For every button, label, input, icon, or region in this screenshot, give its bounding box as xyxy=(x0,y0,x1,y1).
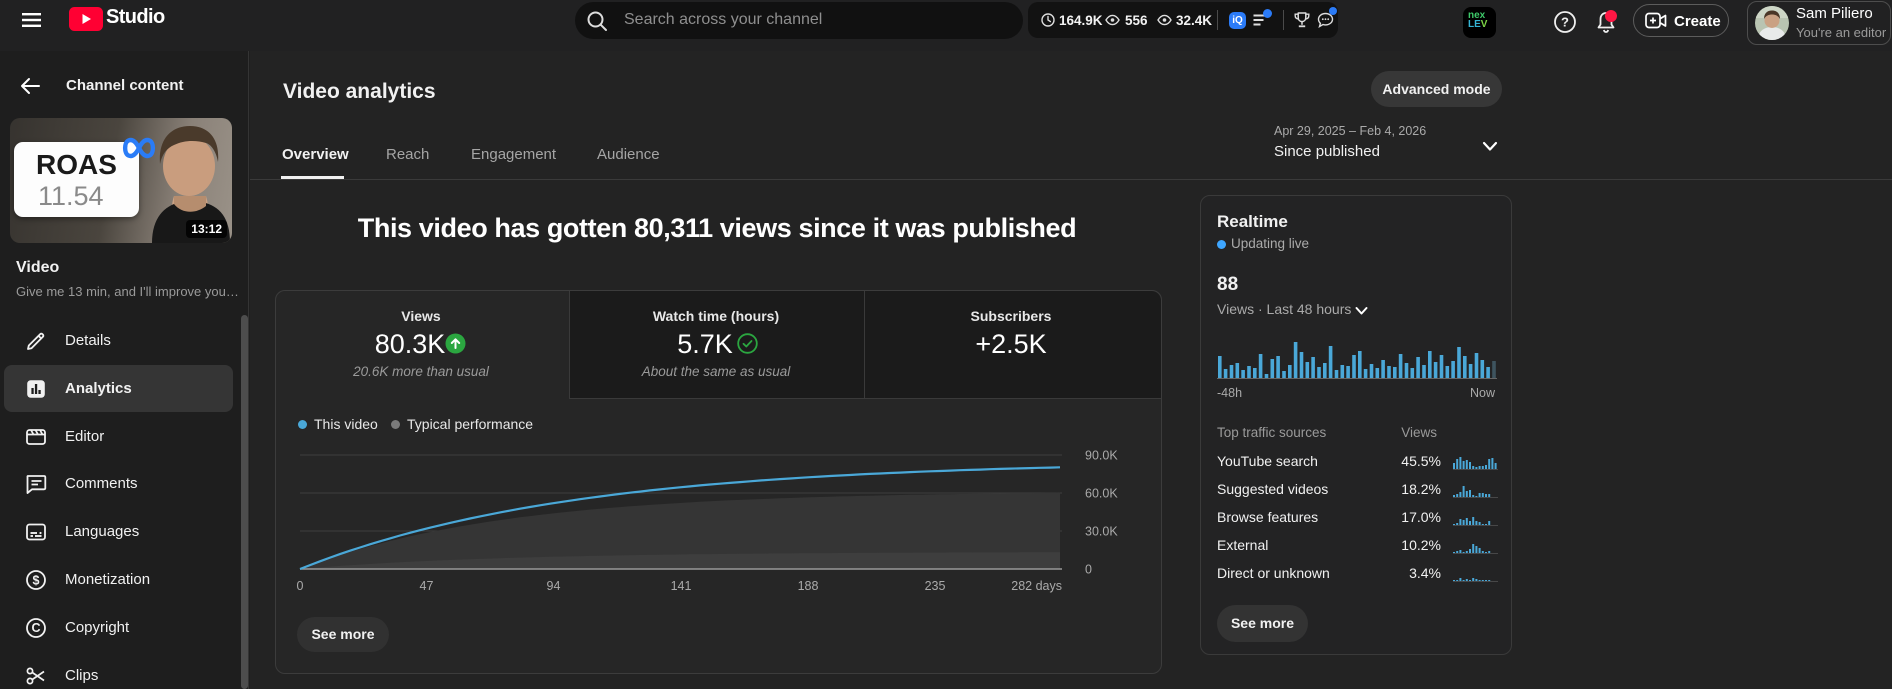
svg-text:0: 0 xyxy=(297,579,304,593)
svg-text:$: $ xyxy=(33,573,40,587)
svg-text:30.0K: 30.0K xyxy=(1085,525,1118,539)
svg-text:188: 188 xyxy=(798,579,819,593)
svg-text:94: 94 xyxy=(547,579,561,593)
svg-text:0: 0 xyxy=(1085,563,1092,577)
svg-text:90.0K: 90.0K xyxy=(1085,449,1118,463)
svg-text:47: 47 xyxy=(420,579,434,593)
svg-text:282 days: 282 days xyxy=(1011,579,1062,593)
svg-text:?: ? xyxy=(1561,15,1569,30)
svg-text:60.0K: 60.0K xyxy=(1085,487,1118,501)
svg-text:141: 141 xyxy=(671,579,692,593)
svg-text:235: 235 xyxy=(925,579,946,593)
svg-text:C: C xyxy=(31,621,40,635)
